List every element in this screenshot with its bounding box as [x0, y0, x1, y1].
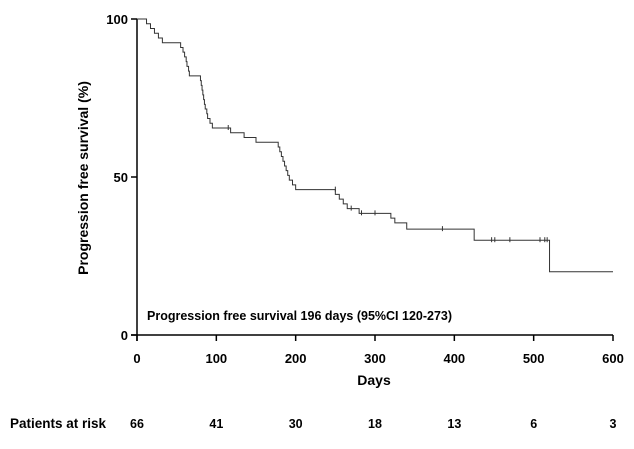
risk-table-counts: 66 41 30 18 13 6 3 [130, 417, 616, 431]
y-tick-label: 100 [106, 12, 128, 27]
censor-marks [227, 125, 548, 243]
y-axis-title: Progression free survival (%) [75, 81, 91, 275]
x-tick-label: 500 [523, 351, 545, 366]
axes [131, 18, 614, 341]
risk-count: 41 [209, 417, 223, 431]
risk-count: 3 [610, 417, 617, 431]
x-tick-label: 300 [364, 351, 386, 366]
x-tick-label: 400 [443, 351, 465, 366]
x-tick-label: 600 [602, 351, 624, 366]
risk-count: 66 [130, 417, 144, 431]
survival-curve [137, 18, 613, 273]
x-tick-labels: 0 100 200 300 400 500 600 [133, 351, 623, 366]
risk-table-label: Patients at risk [10, 416, 107, 431]
y-tick-label: 50 [114, 170, 128, 185]
x-tick-label: 100 [205, 351, 227, 366]
x-axis-title: Days [357, 372, 391, 388]
risk-count: 30 [289, 417, 303, 431]
y-tick-labels: 0 50 100 [106, 12, 128, 343]
y-tick-label: 0 [121, 328, 128, 343]
risk-count: 13 [447, 417, 461, 431]
risk-count: 6 [530, 417, 537, 431]
risk-count: 18 [368, 417, 382, 431]
x-tick-label: 0 [133, 351, 140, 366]
median-annotation: Progression free survival 196 days (95%C… [147, 309, 452, 323]
x-tick-label: 200 [285, 351, 307, 366]
km-step-line [137, 18, 613, 273]
